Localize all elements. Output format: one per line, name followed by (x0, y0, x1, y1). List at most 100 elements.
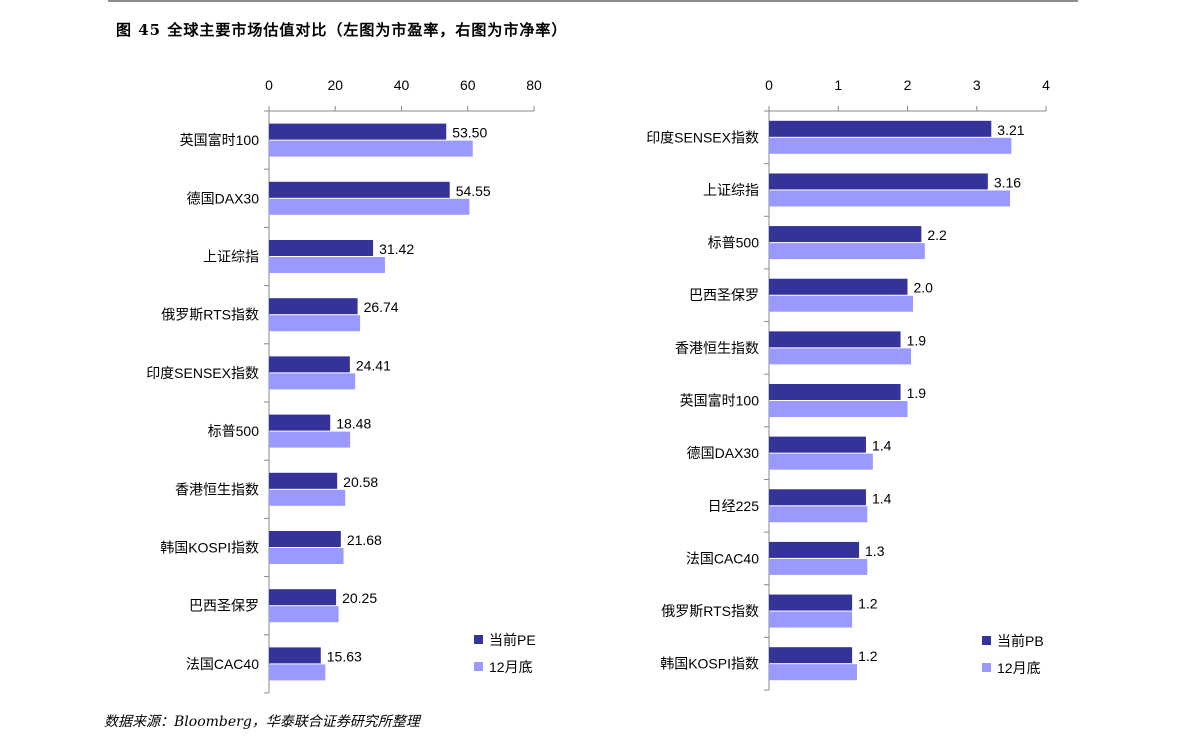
bar-current (269, 414, 331, 431)
bar-current (769, 541, 860, 558)
category-label: 俄罗斯RTS指数 (661, 603, 759, 619)
bar-current (769, 436, 866, 453)
bar-current (769, 120, 992, 137)
x-tick-label: 1 (834, 77, 842, 93)
category-label: 韩国KOSPI指数 (660, 656, 759, 672)
bar-month-end (269, 548, 344, 564)
bar-month-end (769, 137, 1012, 154)
bar-current (769, 226, 922, 243)
category-label: 标普500 (208, 423, 260, 439)
data-label: 1.2 (858, 596, 878, 612)
data-label: 1.9 (907, 332, 927, 348)
data-label: 24.41 (356, 357, 391, 373)
data-label: 53.50 (452, 125, 487, 141)
bar-month-end (269, 140, 473, 157)
bar-current (769, 647, 853, 664)
data-label: 54.55 (456, 183, 491, 199)
category-label: 上证综指 (203, 249, 259, 265)
category-label: 上证综指 (703, 182, 759, 198)
category-label: 韩国KOSPI指数 (160, 540, 259, 556)
x-tick-label: 2 (904, 77, 912, 93)
category-label: 巴西圣保罗 (189, 598, 259, 614)
category-label: 标普500 (708, 235, 760, 251)
legend-swatch (982, 663, 991, 672)
x-tick-label: 80 (526, 77, 542, 93)
legend-label: 当前PB (997, 633, 1044, 649)
bar-month-end (269, 606, 339, 623)
bar-current (769, 173, 988, 190)
category-label: 香港恒生指数 (675, 340, 759, 356)
data-label: 3.21 (997, 122, 1024, 138)
category-label: 英国富时100 (180, 132, 260, 148)
pb-bar-chart: 0 1 2 3 4 3.21 印度SENSEX指数 3.16 上证综指 2.2 标普500 2.0 巴西… (646, 77, 1050, 691)
bar-month-end (769, 506, 868, 523)
data-label: 1.4 (872, 438, 892, 454)
x-tick-label: 0 (765, 77, 773, 93)
bar-current (769, 594, 853, 611)
bar-month-end (269, 198, 470, 215)
bar-current (269, 531, 341, 547)
legend-swatch (982, 636, 991, 645)
x-tick-label: 40 (394, 77, 410, 93)
x-tick-label: 20 (327, 77, 343, 93)
bar-month-end (269, 664, 326, 681)
legend-label: 12月底 (489, 659, 533, 675)
legend-swatch (474, 635, 483, 644)
figure-title: 图 45 全球主要市场估值对比（左图为市盈率，右图为市净率） (116, 21, 568, 39)
bar-month-end (269, 257, 385, 273)
bar-current (269, 181, 450, 198)
bar-current (269, 356, 350, 373)
data-label: 20.25 (342, 590, 377, 606)
bar-current (269, 123, 447, 140)
category-label: 法国CAC40 (186, 656, 259, 672)
data-label: 3.16 (994, 174, 1021, 190)
category-label: 法国CAC40 (686, 550, 759, 566)
legend-label: 12月底 (997, 660, 1041, 676)
data-label: 20.58 (343, 474, 378, 490)
bar-month-end (769, 664, 857, 681)
data-label: 18.48 (336, 416, 371, 432)
legend: 当前PB 12月底 (982, 633, 1044, 676)
bar-month-end (769, 190, 1010, 207)
bar-month-end (269, 489, 346, 506)
x-tick-label: 4 (1042, 77, 1050, 93)
bar-month-end (269, 431, 351, 448)
legend-label: 当前PE (489, 632, 536, 648)
bar-month-end (269, 315, 361, 332)
data-label: 1.3 (865, 543, 885, 559)
source-note: 数据来源：Bloomberg，华泰联合证券研究所整理 (104, 714, 420, 730)
category-label: 巴西圣保罗 (689, 287, 759, 303)
data-label: 2.0 (914, 280, 934, 296)
category-label: 日经225 (708, 498, 760, 514)
legend: 当前PE 12月底 (474, 632, 536, 675)
bar-month-end (769, 295, 914, 312)
bar-current (769, 489, 866, 506)
pe-bar-chart: 0 20 40 60 80 53.50 英国富时100 54.55 德国DAX30 31.42 上证… (146, 77, 542, 694)
data-label: 1.2 (858, 648, 878, 664)
bar-current (269, 647, 321, 664)
data-label: 1.4 (872, 490, 892, 506)
bar-month-end (769, 401, 908, 417)
bar-current (769, 384, 901, 400)
data-label: 21.68 (347, 532, 382, 548)
bar-current (269, 240, 374, 256)
data-label: 26.74 (364, 299, 399, 315)
bar-month-end (769, 611, 853, 628)
bar-current (269, 472, 338, 489)
bar-month-end (769, 348, 911, 365)
legend-swatch (474, 662, 483, 671)
bar-current (269, 298, 358, 315)
bar-current (269, 589, 337, 606)
data-label: 1.9 (907, 385, 927, 401)
bar-month-end (269, 373, 356, 390)
bar-current (769, 278, 908, 295)
category-label: 印度SENSEX指数 (146, 365, 259, 381)
x-tick-label: 3 (973, 77, 981, 93)
data-label: 2.2 (927, 227, 947, 243)
bar-month-end (769, 243, 925, 260)
x-tick-label: 0 (265, 77, 273, 93)
bar-month-end (769, 558, 868, 575)
category-label: 德国DAX30 (187, 190, 260, 206)
x-tick-label: 60 (460, 77, 476, 93)
data-label: 31.42 (379, 241, 414, 257)
